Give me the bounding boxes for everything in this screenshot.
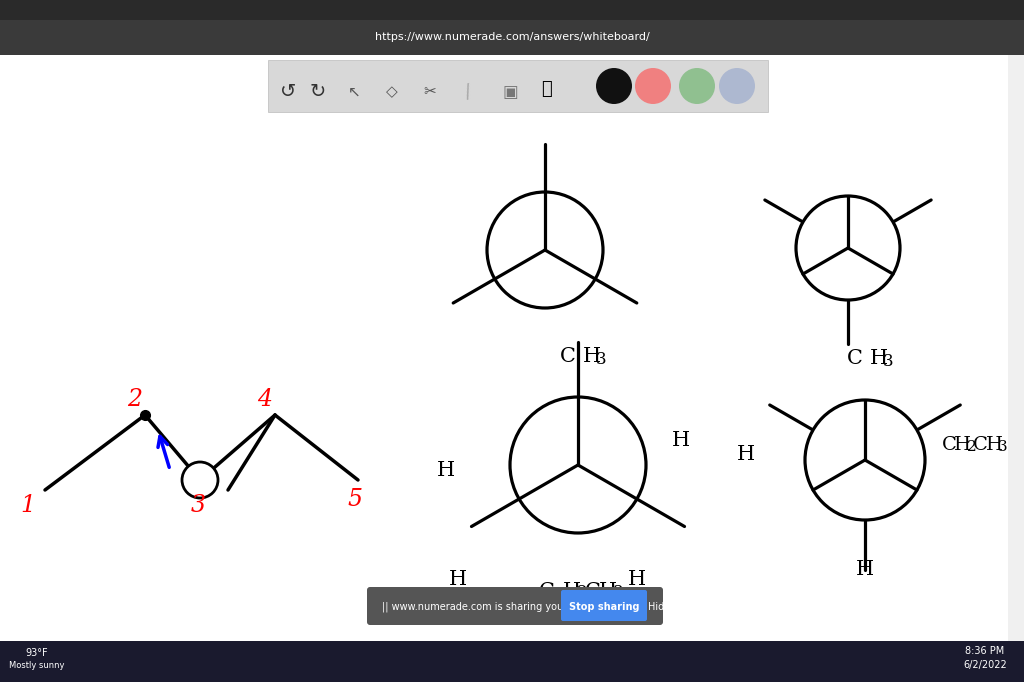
Text: H: H: [599, 582, 617, 601]
Circle shape: [635, 68, 671, 104]
Text: C: C: [585, 582, 601, 601]
Text: C: C: [539, 582, 555, 601]
Text: H: H: [870, 349, 888, 368]
Text: 5: 5: [347, 488, 362, 512]
Text: 3: 3: [998, 440, 1008, 454]
Circle shape: [487, 192, 603, 308]
Text: 3: 3: [883, 353, 894, 370]
Text: H: H: [437, 460, 455, 479]
Text: https://www.numerade.com/answers/whiteboard/: https://www.numerade.com/answers/whitebo…: [375, 32, 649, 42]
Text: C: C: [942, 436, 956, 454]
Text: H: H: [986, 436, 1002, 454]
Text: Mostly sunny: Mostly sunny: [9, 660, 65, 670]
Bar: [1008, 55, 1024, 641]
Text: ✂: ✂: [424, 85, 436, 100]
Text: 🖼: 🖼: [542, 80, 552, 98]
Text: ▣: ▣: [502, 83, 518, 101]
Text: H: H: [856, 560, 874, 579]
Text: ↺: ↺: [280, 83, 296, 102]
FancyBboxPatch shape: [561, 590, 647, 621]
Text: H: H: [628, 570, 646, 589]
Text: H: H: [583, 347, 601, 366]
Circle shape: [510, 397, 646, 533]
Text: H: H: [563, 582, 582, 601]
Text: 4: 4: [257, 389, 272, 411]
Circle shape: [796, 196, 900, 300]
Text: 3: 3: [613, 584, 624, 601]
Text: 8:36 PM: 8:36 PM: [966, 646, 1005, 656]
Text: C: C: [560, 347, 575, 366]
Bar: [0, 641, 1024, 682]
Text: H: H: [954, 436, 971, 454]
Text: 3: 3: [596, 351, 606, 368]
Text: || www.numerade.com is sharing your screen.: || www.numerade.com is sharing your scre…: [382, 602, 606, 612]
Circle shape: [805, 400, 925, 520]
Text: 1: 1: [20, 494, 36, 516]
Text: C: C: [847, 349, 863, 368]
Text: 2: 2: [967, 440, 977, 454]
Text: H: H: [449, 570, 467, 589]
Circle shape: [596, 68, 632, 104]
Bar: [0, 20, 1024, 55]
Text: 2: 2: [577, 584, 588, 601]
Bar: [0, 0, 1024, 55]
Circle shape: [182, 462, 218, 498]
Text: 2: 2: [128, 389, 142, 411]
Text: Stop sharing: Stop sharing: [568, 602, 639, 612]
Text: 3: 3: [190, 494, 206, 516]
Text: Hide: Hide: [648, 602, 670, 612]
Text: 93°F: 93°F: [26, 648, 48, 658]
Text: 6/2/2022: 6/2/2022: [964, 660, 1007, 670]
Text: ↖: ↖: [347, 85, 360, 100]
Text: C: C: [973, 436, 988, 454]
Text: ↻: ↻: [310, 83, 327, 102]
Circle shape: [719, 68, 755, 104]
FancyBboxPatch shape: [367, 587, 663, 625]
Text: H: H: [672, 430, 690, 449]
Text: H: H: [737, 445, 755, 464]
Text: /: /: [463, 82, 474, 102]
Circle shape: [679, 68, 715, 104]
Bar: [268, 60, 768, 112]
Text: ◇: ◇: [386, 85, 398, 100]
